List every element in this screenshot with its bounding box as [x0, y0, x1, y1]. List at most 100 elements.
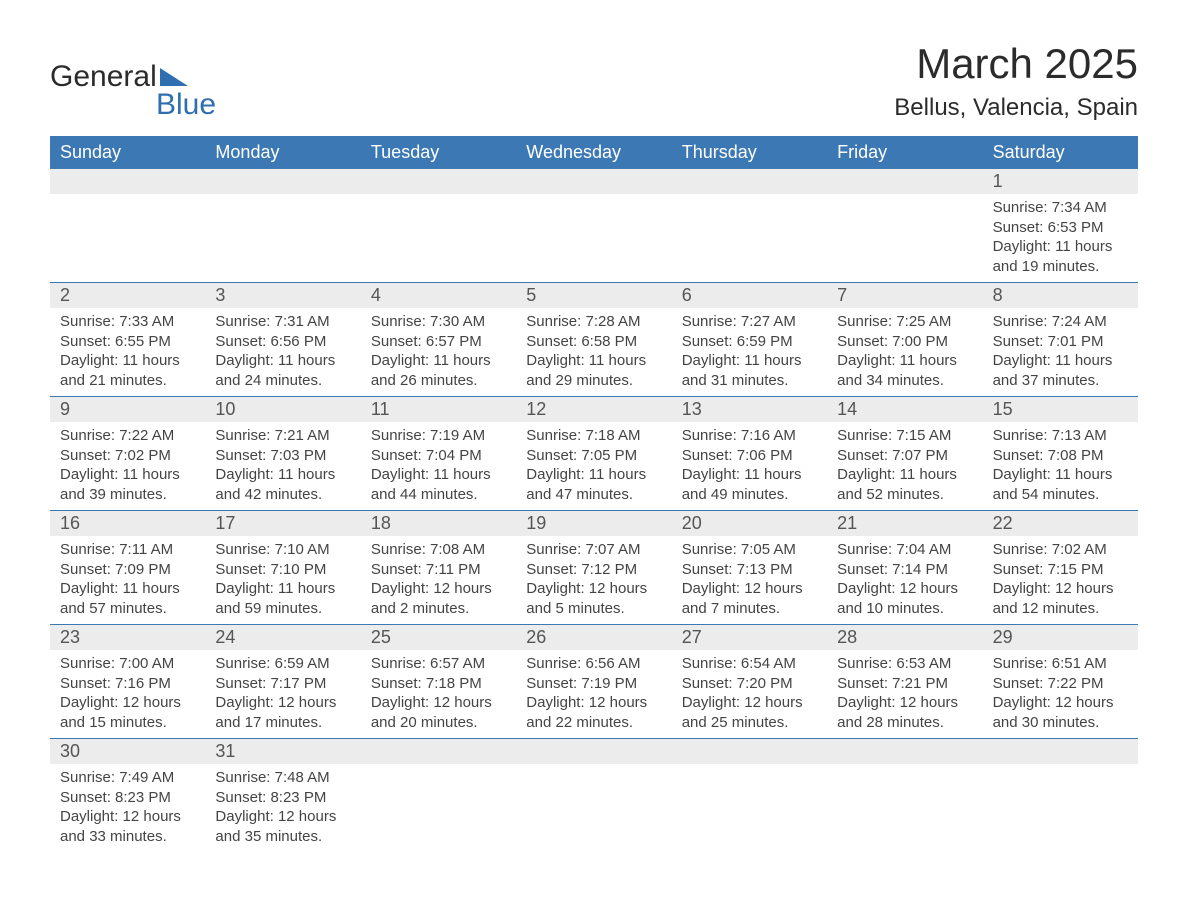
- day-cell: Sunrise: 6:56 AMSunset: 7:19 PMDaylight:…: [516, 650, 671, 738]
- day-cell: [672, 194, 827, 282]
- sunrise-text: Sunrise: 7:16 AM: [682, 426, 817, 446]
- sunrise-text: Sunrise: 7:28 AM: [526, 312, 661, 332]
- daydata-row: Sunrise: 7:22 AMSunset: 7:02 PMDaylight:…: [50, 422, 1138, 510]
- sunrise-text: Sunrise: 7:25 AM: [837, 312, 972, 332]
- day-cell: Sunrise: 7:04 AMSunset: 7:14 PMDaylight:…: [827, 536, 982, 624]
- sunrise-text: Sunrise: 7:34 AM: [993, 198, 1128, 218]
- daydata-row: Sunrise: 7:34 AMSunset: 6:53 PMDaylight:…: [50, 194, 1138, 282]
- day-number: 3: [205, 283, 360, 308]
- sunset-text: Sunset: 6:55 PM: [60, 332, 195, 352]
- daylight-text: Daylight: 11 hours and 59 minutes.: [215, 579, 350, 618]
- sunset-text: Sunset: 7:12 PM: [526, 560, 661, 580]
- day-cell: Sunrise: 7:02 AMSunset: 7:15 PMDaylight:…: [983, 536, 1138, 624]
- day-number: 30: [50, 739, 205, 764]
- day-cell: Sunrise: 7:11 AMSunset: 7:09 PMDaylight:…: [50, 536, 205, 624]
- sunset-text: Sunset: 8:23 PM: [60, 788, 195, 808]
- week-row: 23242526272829Sunrise: 7:00 AMSunset: 7:…: [50, 625, 1138, 739]
- sunset-text: Sunset: 7:05 PM: [526, 446, 661, 466]
- sunrise-text: Sunrise: 7:00 AM: [60, 654, 195, 674]
- sunrise-text: Sunrise: 7:33 AM: [60, 312, 195, 332]
- sunset-text: Sunset: 6:56 PM: [215, 332, 350, 352]
- logo-triangle-icon: [160, 68, 188, 86]
- weekday-thursday: Thursday: [672, 136, 827, 169]
- day-number: [516, 739, 671, 764]
- day-number: 16: [50, 511, 205, 536]
- daydata-row: Sunrise: 7:00 AMSunset: 7:16 PMDaylight:…: [50, 650, 1138, 738]
- daylight-text: Daylight: 12 hours and 12 minutes.: [993, 579, 1128, 618]
- sunrise-text: Sunrise: 7:24 AM: [993, 312, 1128, 332]
- daylight-text: Daylight: 12 hours and 2 minutes.: [371, 579, 506, 618]
- weeks-container: 1Sunrise: 7:34 AMSunset: 6:53 PMDaylight…: [50, 169, 1138, 852]
- sunset-text: Sunset: 7:02 PM: [60, 446, 195, 466]
- weekday-sunday: Sunday: [50, 136, 205, 169]
- day-number: 1: [983, 169, 1138, 194]
- daylight-text: Daylight: 12 hours and 7 minutes.: [682, 579, 817, 618]
- daylight-text: Daylight: 12 hours and 10 minutes.: [837, 579, 972, 618]
- sunset-text: Sunset: 7:03 PM: [215, 446, 350, 466]
- daylight-text: Daylight: 12 hours and 17 minutes.: [215, 693, 350, 732]
- day-number: [672, 169, 827, 194]
- day-number: 19: [516, 511, 671, 536]
- logo: General Blue: [50, 60, 216, 122]
- day-cell: Sunrise: 7:28 AMSunset: 6:58 PMDaylight:…: [516, 308, 671, 396]
- daydata-row: Sunrise: 7:11 AMSunset: 7:09 PMDaylight:…: [50, 536, 1138, 624]
- day-number: 23: [50, 625, 205, 650]
- day-number: 21: [827, 511, 982, 536]
- day-number: 2: [50, 283, 205, 308]
- day-cell: [205, 194, 360, 282]
- day-number: 26: [516, 625, 671, 650]
- sunset-text: Sunset: 7:00 PM: [837, 332, 972, 352]
- daylight-text: Daylight: 11 hours and 34 minutes.: [837, 351, 972, 390]
- day-number: 13: [672, 397, 827, 422]
- daylight-text: Daylight: 11 hours and 21 minutes.: [60, 351, 195, 390]
- day-cell: Sunrise: 6:54 AMSunset: 7:20 PMDaylight:…: [672, 650, 827, 738]
- daylight-text: Daylight: 11 hours and 29 minutes.: [526, 351, 661, 390]
- day-number: 8: [983, 283, 1138, 308]
- day-number: [516, 169, 671, 194]
- sunset-text: Sunset: 7:01 PM: [993, 332, 1128, 352]
- daylight-text: Daylight: 12 hours and 35 minutes.: [215, 807, 350, 846]
- sunset-text: Sunset: 7:17 PM: [215, 674, 350, 694]
- sunrise-text: Sunrise: 7:05 AM: [682, 540, 817, 560]
- sunrise-text: Sunrise: 7:19 AM: [371, 426, 506, 446]
- daynum-band: 16171819202122: [50, 511, 1138, 536]
- sunset-text: Sunset: 7:22 PM: [993, 674, 1128, 694]
- daylight-text: Daylight: 12 hours and 15 minutes.: [60, 693, 195, 732]
- daylight-text: Daylight: 12 hours and 22 minutes.: [526, 693, 661, 732]
- sunset-text: Sunset: 6:59 PM: [682, 332, 817, 352]
- day-cell: [827, 194, 982, 282]
- day-cell: [672, 764, 827, 852]
- day-number: [205, 169, 360, 194]
- title-block: March 2025 Bellus, Valencia, Spain: [894, 40, 1138, 122]
- day-cell: Sunrise: 7:13 AMSunset: 7:08 PMDaylight:…: [983, 422, 1138, 510]
- day-cell: Sunrise: 7:16 AMSunset: 7:06 PMDaylight:…: [672, 422, 827, 510]
- day-number: 25: [361, 625, 516, 650]
- day-cell: [361, 194, 516, 282]
- day-number: 22: [983, 511, 1138, 536]
- daylight-text: Daylight: 11 hours and 52 minutes.: [837, 465, 972, 504]
- day-number: [672, 739, 827, 764]
- day-cell: [50, 194, 205, 282]
- day-number: 9: [50, 397, 205, 422]
- logo-word1: General: [50, 60, 157, 94]
- sunset-text: Sunset: 6:57 PM: [371, 332, 506, 352]
- sunset-text: Sunset: 7:16 PM: [60, 674, 195, 694]
- day-cell: [361, 764, 516, 852]
- day-number: 17: [205, 511, 360, 536]
- day-cell: Sunrise: 7:31 AMSunset: 6:56 PMDaylight:…: [205, 308, 360, 396]
- daylight-text: Daylight: 11 hours and 49 minutes.: [682, 465, 817, 504]
- sunrise-text: Sunrise: 7:49 AM: [60, 768, 195, 788]
- day-cell: Sunrise: 7:22 AMSunset: 7:02 PMDaylight:…: [50, 422, 205, 510]
- day-number: 18: [361, 511, 516, 536]
- daylight-text: Daylight: 11 hours and 42 minutes.: [215, 465, 350, 504]
- sunrise-text: Sunrise: 7:02 AM: [993, 540, 1128, 560]
- daylight-text: Daylight: 12 hours and 25 minutes.: [682, 693, 817, 732]
- daydata-row: Sunrise: 7:33 AMSunset: 6:55 PMDaylight:…: [50, 308, 1138, 396]
- daynum-band: 1: [50, 169, 1138, 194]
- sunrise-text: Sunrise: 6:54 AM: [682, 654, 817, 674]
- day-number: 27: [672, 625, 827, 650]
- sunrise-text: Sunrise: 6:56 AM: [526, 654, 661, 674]
- day-cell: Sunrise: 7:27 AMSunset: 6:59 PMDaylight:…: [672, 308, 827, 396]
- daylight-text: Daylight: 11 hours and 44 minutes.: [371, 465, 506, 504]
- day-cell: Sunrise: 7:19 AMSunset: 7:04 PMDaylight:…: [361, 422, 516, 510]
